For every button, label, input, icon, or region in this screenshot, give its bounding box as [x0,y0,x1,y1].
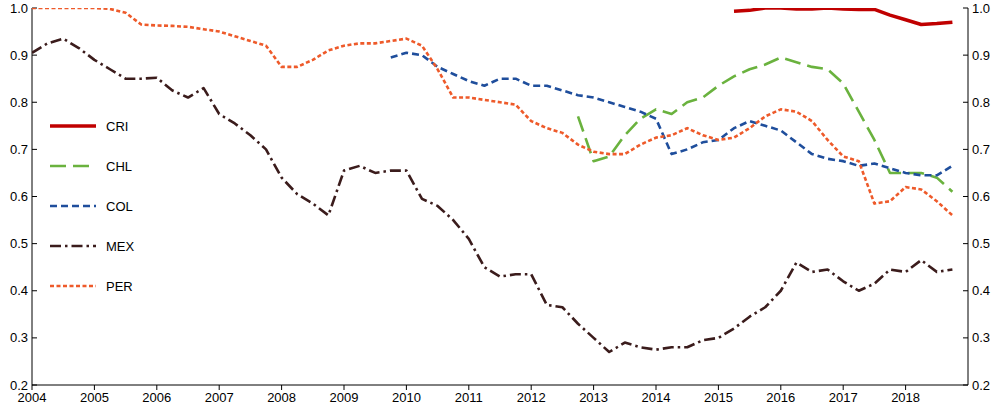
y-tick-label: 0.9 [10,48,28,63]
y2-tick [963,290,968,291]
y-tick [32,102,37,103]
y2-tick [963,55,968,56]
legend-label: COL [106,199,133,214]
series-line [734,8,952,24]
y-tick [32,149,37,150]
x-tick-label: 2015 [704,390,733,405]
x-tick-label: 2013 [579,390,608,405]
x-tick-label: 2014 [642,390,671,405]
x-tick-label: 2007 [205,390,234,405]
legend-swatch [50,124,96,128]
y-tick [32,290,37,291]
x-tick-label: 2012 [517,390,546,405]
y-tick [32,385,37,386]
y-tick-label: 0.4 [10,283,28,298]
y-tick [32,55,37,56]
x-axis-line [32,385,968,386]
y-tick [32,337,37,338]
x-tick-label: 2009 [330,390,359,405]
legend-label: PER [106,279,133,294]
y-tick-label: 0.3 [10,330,28,345]
y2-tick [963,102,968,103]
plot-lines [32,8,952,352]
y2-tick [963,196,968,197]
legend-label: CRI [106,119,128,134]
y2-tick [963,243,968,244]
series-line [32,39,952,352]
y2-tick-label: 0.9 [972,48,990,63]
x-tick-label: 2010 [392,390,421,405]
y2-tick-label: 0.8 [972,95,990,110]
y2-tick [963,8,968,9]
y-tick [32,243,37,244]
y2-tick-label: 0.3 [972,330,990,345]
legend-swatch [50,285,96,288]
y2-tick-label: 0.2 [972,378,990,393]
x-tick-label: 2006 [142,390,171,405]
series-line [32,8,952,215]
y-tick-label: 1.0 [10,1,28,16]
legend-swatch [50,245,96,248]
legend: CRI CHL COL MEX PER [50,119,135,294]
y-tick-label: 0.5 [10,236,28,251]
y2-tick [963,149,968,150]
series-line [391,53,953,176]
legend-label: MEX [106,239,135,254]
x-tick-label: 2017 [829,390,858,405]
x-tick-label: 2018 [891,390,920,405]
y2-tick [963,385,968,386]
legend-swatch [50,165,96,168]
x-tick-label: 2016 [766,390,795,405]
x-tick-label: 2011 [455,390,483,405]
y2-tick-label: 0.7 [972,142,990,157]
y-tick [32,196,37,197]
y-tick-label: 0.8 [10,95,28,110]
y2-tick-label: 0.4 [972,283,990,298]
y-tick-label: 0.6 [10,189,28,204]
y2-tick-label: 0.5 [972,236,990,251]
y2-tick-label: 1.0 [972,1,990,16]
legend-swatch [50,205,96,208]
x-tick-label: 2004 [18,390,47,405]
y2-tick-label: 0.6 [972,189,990,204]
x-tick-label: 2008 [267,390,296,405]
x-tick-label: 2005 [80,390,109,405]
chart: 1.0 0.9 0.8 0.7 0.6 0.5 0.4 0.3 0.2 1.0 0.9 0.8 0.7 0… [0,0,1000,405]
y-tick-label: 0.7 [10,142,28,157]
legend-label: CHL [106,159,132,174]
y2-tick [963,337,968,338]
